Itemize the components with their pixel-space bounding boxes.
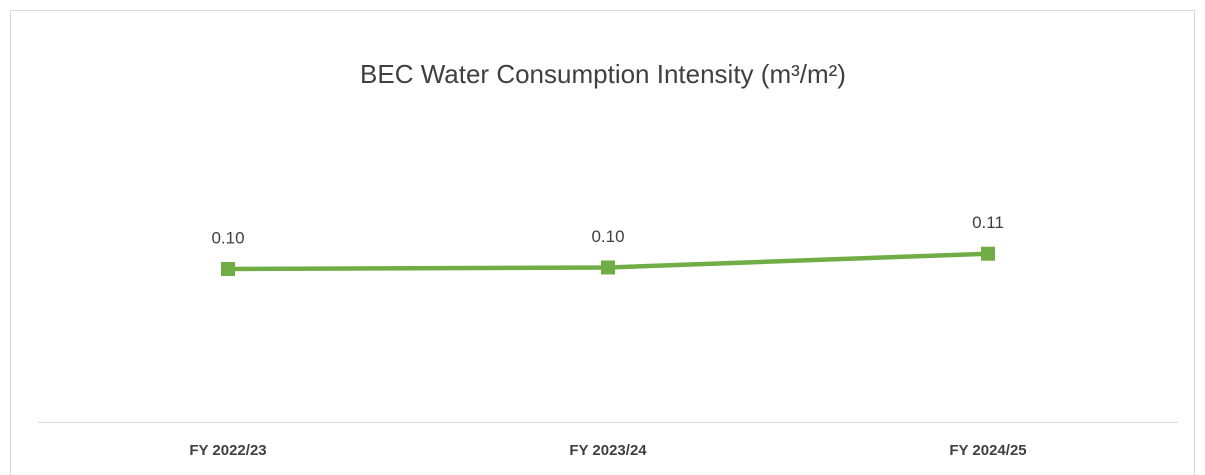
data-label: 0.10 <box>211 228 244 247</box>
data-marker <box>981 246 995 261</box>
data-label: 0.11 <box>972 213 1004 232</box>
data-label: 0.10 <box>591 227 624 246</box>
x-tick-label: FY 2022/23 <box>189 442 266 459</box>
data-marker <box>601 260 615 275</box>
x-tick-label: FY 2024/25 <box>949 442 1026 459</box>
x-tick-label: FY 2023/24 <box>569 442 647 459</box>
chart-border <box>10 10 1195 475</box>
chart-title: BEC Water Consumption Intensity (m³/m²) <box>360 59 846 89</box>
data-marker <box>221 262 235 276</box>
